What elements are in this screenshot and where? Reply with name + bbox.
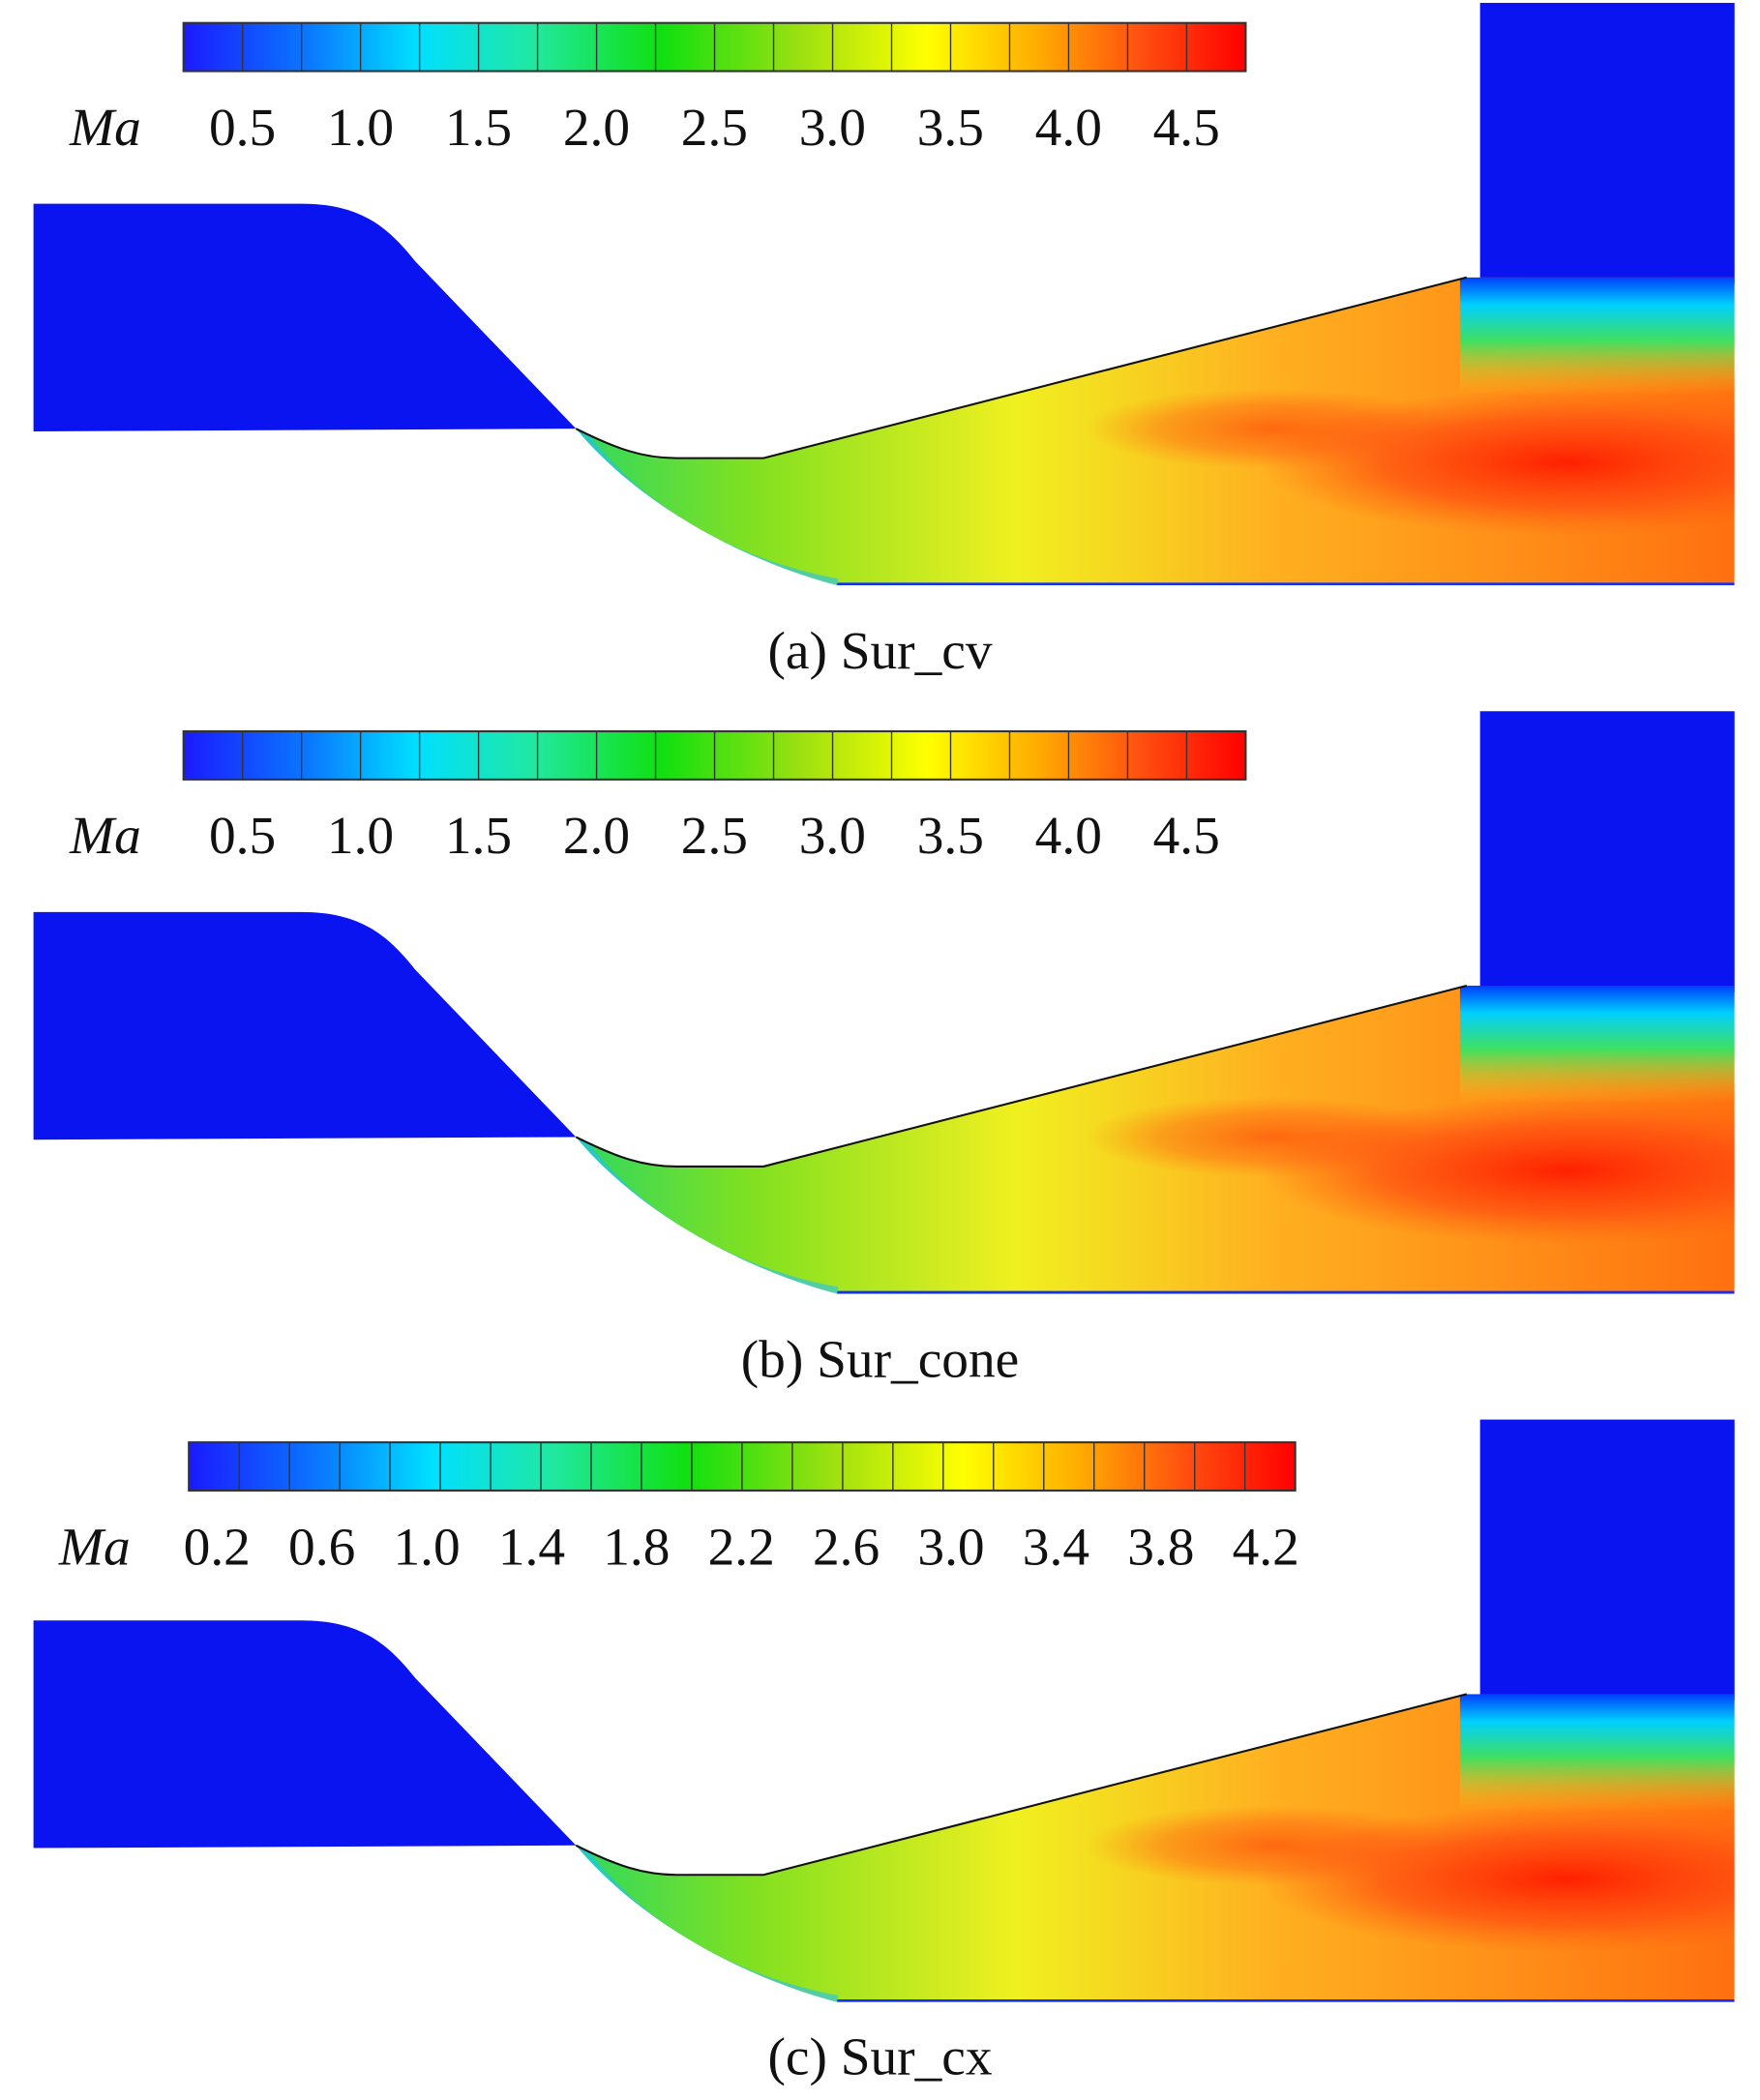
flow-band: [1459, 986, 1735, 1104]
colorbar-tick-label: 1.5: [445, 98, 512, 157]
colorbar-tick-label: 0.5: [209, 98, 276, 157]
colorbar-tick-label: 0.5: [209, 806, 276, 865]
colorbar-tick-label: 2.5: [681, 806, 748, 865]
colorbar-tick-label: 3.0: [799, 98, 866, 157]
outlet-region: [1479, 2, 1735, 284]
colorbar-label: Ma: [69, 806, 141, 865]
flow-core: [1085, 388, 1460, 469]
colorbar-tick-label: 3.0: [917, 1517, 984, 1576]
caption: (b) Sur_cone: [741, 1330, 1019, 1389]
outlet-region: [1479, 1419, 1735, 1701]
colorbar-tick-label: 2.2: [708, 1517, 775, 1576]
flow-field: [576, 986, 1735, 1294]
panel: Ma 0.2 0.6 1.0 1.4 1.8 2.2 2.6 3.0 3.4 3.8 4.2 (c) S…: [33, 1419, 1735, 2086]
caption: (a) Sur_cv: [767, 621, 992, 680]
colorbar-tick-label: 4.5: [1153, 98, 1220, 157]
colorbar-tick-label: 1.4: [498, 1517, 565, 1576]
flow-field: [576, 1694, 1735, 2002]
panel: Ma 0.5 1.0 1.5 2.0 2.5 3.0 3.5 4.0 4.5 (b) Sur_con…: [33, 711, 1735, 1389]
colorbar-label: Ma: [69, 98, 141, 157]
colorbar-tick-label: 2.5: [681, 98, 748, 157]
wall: [575, 276, 1468, 459]
flow-core: [1085, 1805, 1460, 1886]
wall: [575, 985, 1468, 1168]
outlet-region: [1479, 711, 1735, 992]
colorbar-tick-label: 1.0: [393, 1517, 460, 1576]
wall: [575, 1693, 1468, 1877]
colorbar-tick-label: 3.5: [917, 98, 984, 157]
colorbar-tick-label: 3.4: [1023, 1517, 1089, 1576]
colorbar-tick-label: 1.8: [603, 1517, 670, 1576]
colorbar-tick-label: 1.5: [445, 806, 512, 865]
inlet-region: [33, 1620, 577, 1849]
inlet-region: [33, 911, 577, 1140]
colorbar-tick-label: 2.0: [563, 806, 630, 865]
colorbar-tick-label: 3.8: [1127, 1517, 1194, 1576]
colorbar-tick-label: 4.2: [1233, 1517, 1299, 1576]
inlet-region: [33, 203, 577, 431]
colorbar-tick-label: 0.2: [184, 1517, 251, 1576]
colorbar-tick-label: 4.5: [1153, 806, 1220, 865]
colorbar-tick-label: 1.0: [327, 98, 394, 157]
colorbar-tick-label: 3.0: [799, 806, 866, 865]
caption: (c) Sur_cx: [767, 2027, 992, 2086]
colorbar-tick-label: 1.0: [327, 806, 394, 865]
flow-band: [1459, 277, 1735, 396]
colorbar-tick-label: 2.0: [563, 98, 630, 157]
colorbar-tick-label: 4.0: [1035, 806, 1102, 865]
colorbar-tick-label: 0.6: [288, 1517, 355, 1576]
colorbar-tick-label: 2.6: [813, 1517, 880, 1576]
flow-band: [1459, 1694, 1735, 1813]
colorbar-tick-label: 4.0: [1035, 98, 1102, 157]
panel: Ma 0.5 1.0 1.5 2.0 2.5 3.0 3.5 4.0 4.5 (a) Sur_cv: [33, 2, 1735, 680]
colorbar-label: Ma: [58, 1517, 131, 1576]
flow-core: [1085, 1096, 1460, 1178]
colorbar-tick-label: 3.5: [917, 806, 984, 865]
flow-field: [576, 277, 1735, 586]
